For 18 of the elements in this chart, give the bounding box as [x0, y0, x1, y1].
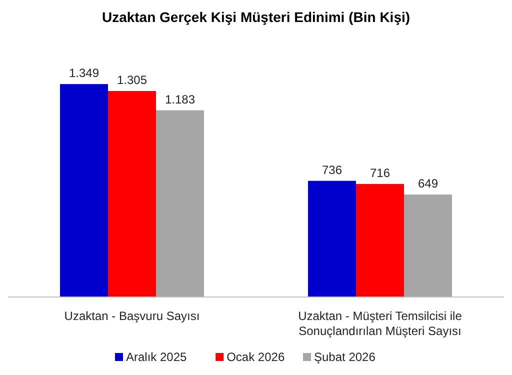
x-tick-label: Uzaktan - Müşteri Temsilcisi ile Sonuçlandırılan Müşteri Sayısı	[298, 309, 462, 338]
data-label: 1.183	[164, 92, 196, 106]
bar	[60, 84, 108, 297]
data-label: 1.305	[116, 73, 148, 88]
bar	[356, 184, 404, 297]
bar	[308, 180, 356, 297]
data-label: 716	[370, 166, 390, 180]
bar	[404, 194, 452, 297]
legend-label: Şubat 2026	[314, 350, 376, 364]
bar	[108, 91, 156, 297]
legend-label: Aralık 2025	[126, 350, 188, 364]
legend-label: Ocak 2026	[226, 350, 285, 364]
bar	[156, 110, 204, 297]
data-label: 649	[418, 176, 438, 191]
data-label: 736	[322, 162, 342, 177]
x-tick-label: Uzaktan - Başvuru Sayısı	[64, 309, 200, 323]
chart-title: Uzaktan Gerçek Kişi Müşteri Edinimi (Bin Kişi)	[102, 9, 410, 25]
data-label: 1.349	[68, 66, 100, 80]
